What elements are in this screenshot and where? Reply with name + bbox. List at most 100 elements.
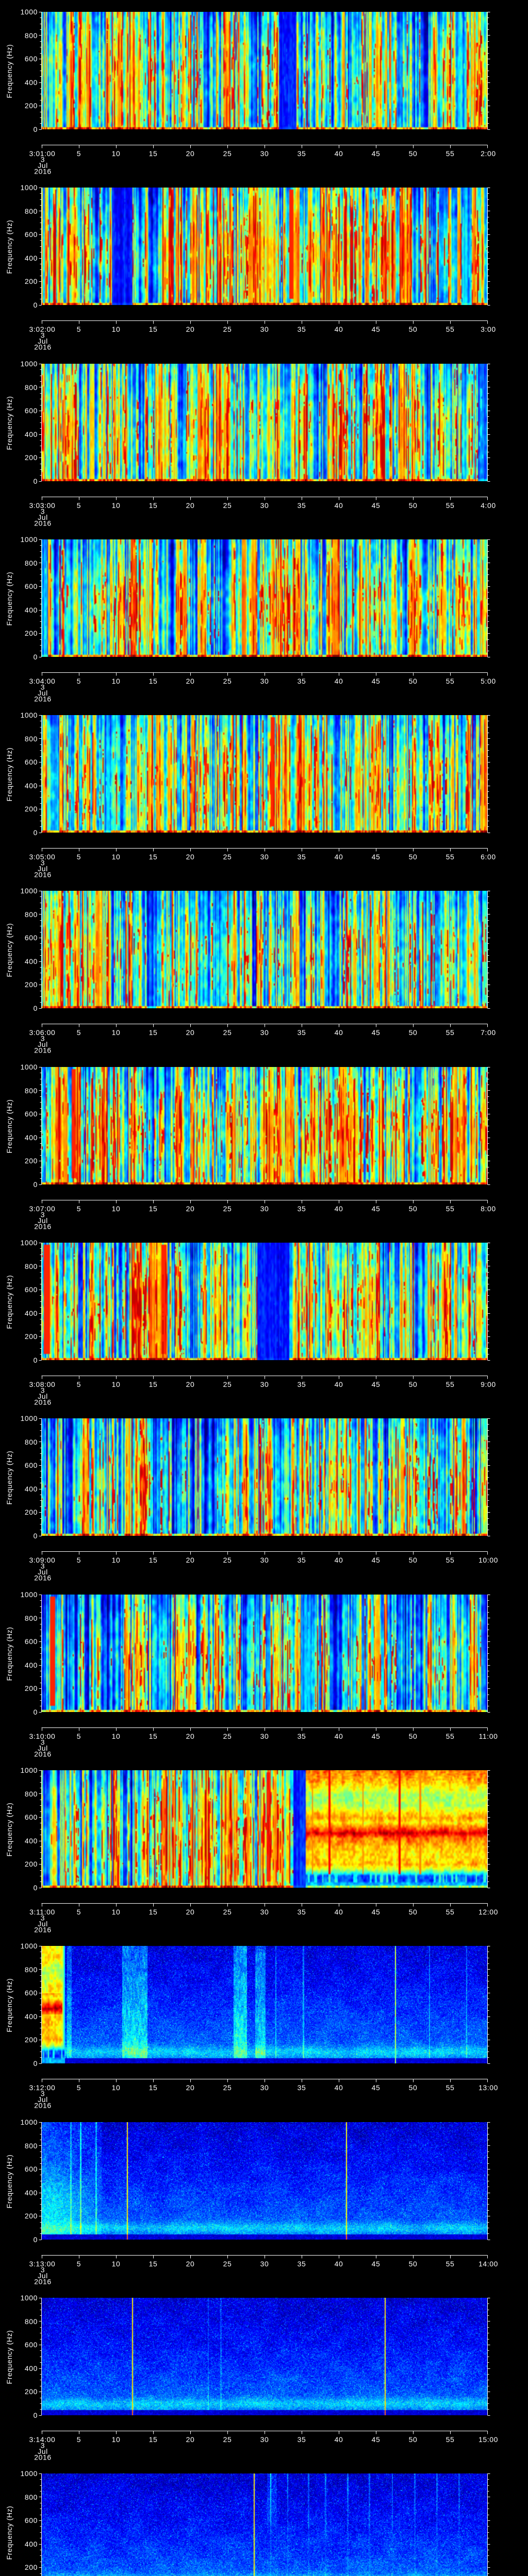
svg-text:40: 40 xyxy=(335,2435,343,2444)
svg-text:2016: 2016 xyxy=(34,1398,52,1406)
svg-text:15: 15 xyxy=(149,1380,158,1388)
svg-text:35: 35 xyxy=(298,501,306,510)
svg-text:1000: 1000 xyxy=(20,1063,38,1071)
svg-text:25: 25 xyxy=(223,677,232,685)
svg-text:30: 30 xyxy=(260,2083,269,2092)
svg-text:10: 10 xyxy=(112,2083,121,2092)
svg-text:1000: 1000 xyxy=(20,2118,38,2126)
svg-text:200: 200 xyxy=(25,629,38,637)
svg-text:5: 5 xyxy=(77,2435,81,2444)
svg-text:45: 45 xyxy=(372,1380,381,1388)
svg-text:40: 40 xyxy=(335,325,343,333)
svg-text:15: 15 xyxy=(149,149,158,158)
svg-text:25: 25 xyxy=(223,1556,232,1564)
svg-text:3: 3 xyxy=(41,1562,45,1570)
svg-text:3:05:00: 3:05:00 xyxy=(29,853,56,861)
svg-text:45: 45 xyxy=(372,1908,381,1916)
svg-text:35: 35 xyxy=(298,1028,306,1037)
svg-text:45: 45 xyxy=(372,853,381,861)
svg-text:5: 5 xyxy=(77,2260,81,2268)
svg-text:3: 3 xyxy=(41,859,45,867)
svg-text:40: 40 xyxy=(335,501,343,510)
svg-text:6:00: 6:00 xyxy=(481,853,496,861)
svg-text:Frequency (Hz): Frequency (Hz) xyxy=(5,748,13,802)
svg-text:2016: 2016 xyxy=(34,1750,52,1758)
svg-text:15:00: 15:00 xyxy=(478,2435,498,2444)
svg-text:3:06:00: 3:06:00 xyxy=(29,1028,56,1037)
svg-text:2016: 2016 xyxy=(34,1046,52,1055)
svg-text:30: 30 xyxy=(260,1908,269,1916)
svg-text:5:00: 5:00 xyxy=(481,677,496,685)
svg-text:40: 40 xyxy=(335,1205,343,1213)
svg-text:35: 35 xyxy=(298,2435,306,2444)
svg-text:5: 5 xyxy=(77,1908,81,1916)
svg-text:30: 30 xyxy=(260,1732,269,1740)
svg-text:45: 45 xyxy=(372,2435,381,2444)
svg-text:50: 50 xyxy=(409,1028,418,1037)
svg-text:9:00: 9:00 xyxy=(481,1380,496,1388)
svg-text:2016: 2016 xyxy=(34,167,52,176)
svg-text:2016: 2016 xyxy=(34,871,52,879)
svg-text:Jul: Jul xyxy=(38,689,48,697)
svg-text:400: 400 xyxy=(25,254,38,262)
svg-text:25: 25 xyxy=(223,2083,232,2092)
svg-text:Frequency (Hz): Frequency (Hz) xyxy=(5,2330,13,2384)
svg-text:35: 35 xyxy=(298,149,306,158)
svg-text:20: 20 xyxy=(186,2260,195,2268)
svg-text:1000: 1000 xyxy=(20,360,38,368)
svg-text:55: 55 xyxy=(446,1732,455,1740)
svg-text:30: 30 xyxy=(260,325,269,333)
svg-text:800: 800 xyxy=(25,2142,38,2150)
svg-text:15: 15 xyxy=(149,325,158,333)
svg-text:400: 400 xyxy=(25,1485,38,1493)
svg-text:40: 40 xyxy=(335,149,343,158)
svg-text:55: 55 xyxy=(446,1380,455,1388)
svg-text:30: 30 xyxy=(260,149,269,158)
svg-text:400: 400 xyxy=(25,2012,38,2021)
svg-text:45: 45 xyxy=(372,501,381,510)
svg-text:1000: 1000 xyxy=(20,1766,38,1774)
svg-text:Frequency (Hz): Frequency (Hz) xyxy=(5,1451,13,1505)
svg-text:5: 5 xyxy=(77,325,81,333)
svg-text:15: 15 xyxy=(149,1556,158,1564)
svg-text:15: 15 xyxy=(149,2260,158,2268)
svg-text:15: 15 xyxy=(149,853,158,861)
svg-text:35: 35 xyxy=(298,2260,306,2268)
svg-text:55: 55 xyxy=(446,149,455,158)
svg-text:10:00: 10:00 xyxy=(478,1556,498,1564)
svg-text:3:01:00: 3:01:00 xyxy=(29,149,56,158)
svg-text:0: 0 xyxy=(34,1884,38,1892)
svg-text:30: 30 xyxy=(260,1028,269,1037)
svg-text:40: 40 xyxy=(335,1732,343,1740)
svg-text:15: 15 xyxy=(149,501,158,510)
svg-text:800: 800 xyxy=(25,207,38,215)
svg-text:400: 400 xyxy=(25,2189,38,2197)
svg-text:600: 600 xyxy=(25,2165,38,2173)
svg-text:0: 0 xyxy=(34,1180,38,1189)
svg-text:25: 25 xyxy=(223,2435,232,2444)
svg-text:800: 800 xyxy=(25,1087,38,1095)
svg-text:50: 50 xyxy=(409,1556,418,1564)
svg-text:25: 25 xyxy=(223,149,232,158)
svg-text:15: 15 xyxy=(149,1205,158,1213)
svg-text:10: 10 xyxy=(112,2435,121,2444)
svg-text:55: 55 xyxy=(446,677,455,685)
svg-text:50: 50 xyxy=(409,2435,418,2444)
svg-text:800: 800 xyxy=(25,1790,38,1798)
svg-text:20: 20 xyxy=(186,2083,195,2092)
svg-text:10: 10 xyxy=(112,325,121,333)
svg-text:400: 400 xyxy=(25,957,38,965)
svg-text:5: 5 xyxy=(77,1732,81,1740)
svg-text:600: 600 xyxy=(25,1285,38,1294)
svg-text:600: 600 xyxy=(25,55,38,63)
svg-text:Jul: Jul xyxy=(38,1920,48,1928)
svg-text:Frequency (Hz): Frequency (Hz) xyxy=(5,396,13,450)
svg-text:55: 55 xyxy=(446,1556,455,1564)
svg-text:55: 55 xyxy=(446,2260,455,2268)
svg-text:Jul: Jul xyxy=(38,1392,48,1400)
svg-text:3: 3 xyxy=(41,2090,45,2098)
svg-text:40: 40 xyxy=(335,1028,343,1037)
svg-text:1000: 1000 xyxy=(20,8,38,16)
svg-text:45: 45 xyxy=(372,1556,381,1564)
svg-text:200: 200 xyxy=(25,1157,38,1165)
